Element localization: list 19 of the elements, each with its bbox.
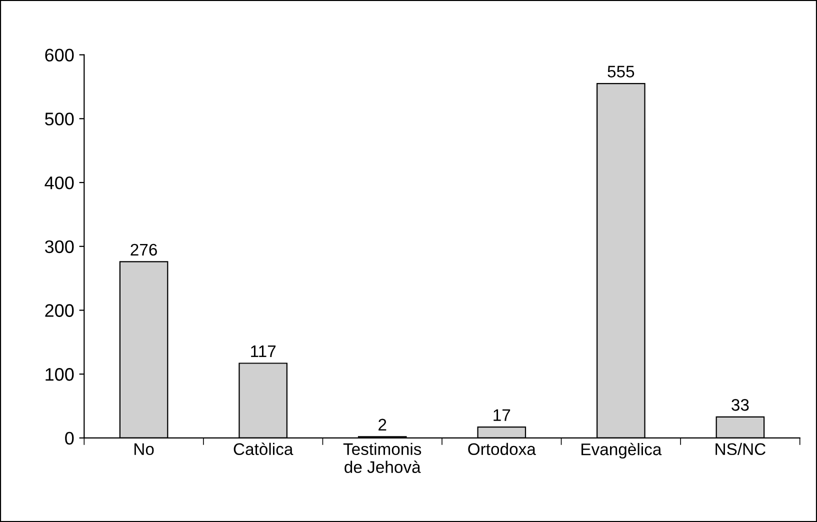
y-tick-label: 100	[46, 368, 74, 381]
y-tick-label: 400	[44, 176, 74, 190]
y-tick-label: 300	[44, 240, 74, 254]
x-tick-label: No	[134, 443, 154, 456]
data-label: 555	[608, 66, 634, 78]
x-tick-label: Evangèlica	[582, 442, 662, 459]
data-label: 33	[732, 399, 749, 411]
data-label: 117	[251, 346, 276, 358]
data-label: 276	[130, 244, 157, 256]
x-tick-label: Catòlica	[234, 442, 294, 456]
x-tick-label: NS/NC	[716, 442, 766, 456]
data-label: 17	[494, 409, 510, 421]
y-tick-label: 200	[45, 304, 74, 317]
x-tick-label: Testimonis de Jehovà	[343, 442, 422, 474]
y-tick-label: 600	[45, 48, 74, 62]
x-tick-label: Ortodoxa	[468, 442, 536, 456]
y-tick-label: 0	[65, 432, 74, 445]
y-tick-label: 500	[45, 112, 74, 126]
data-label: 2	[378, 418, 386, 430]
